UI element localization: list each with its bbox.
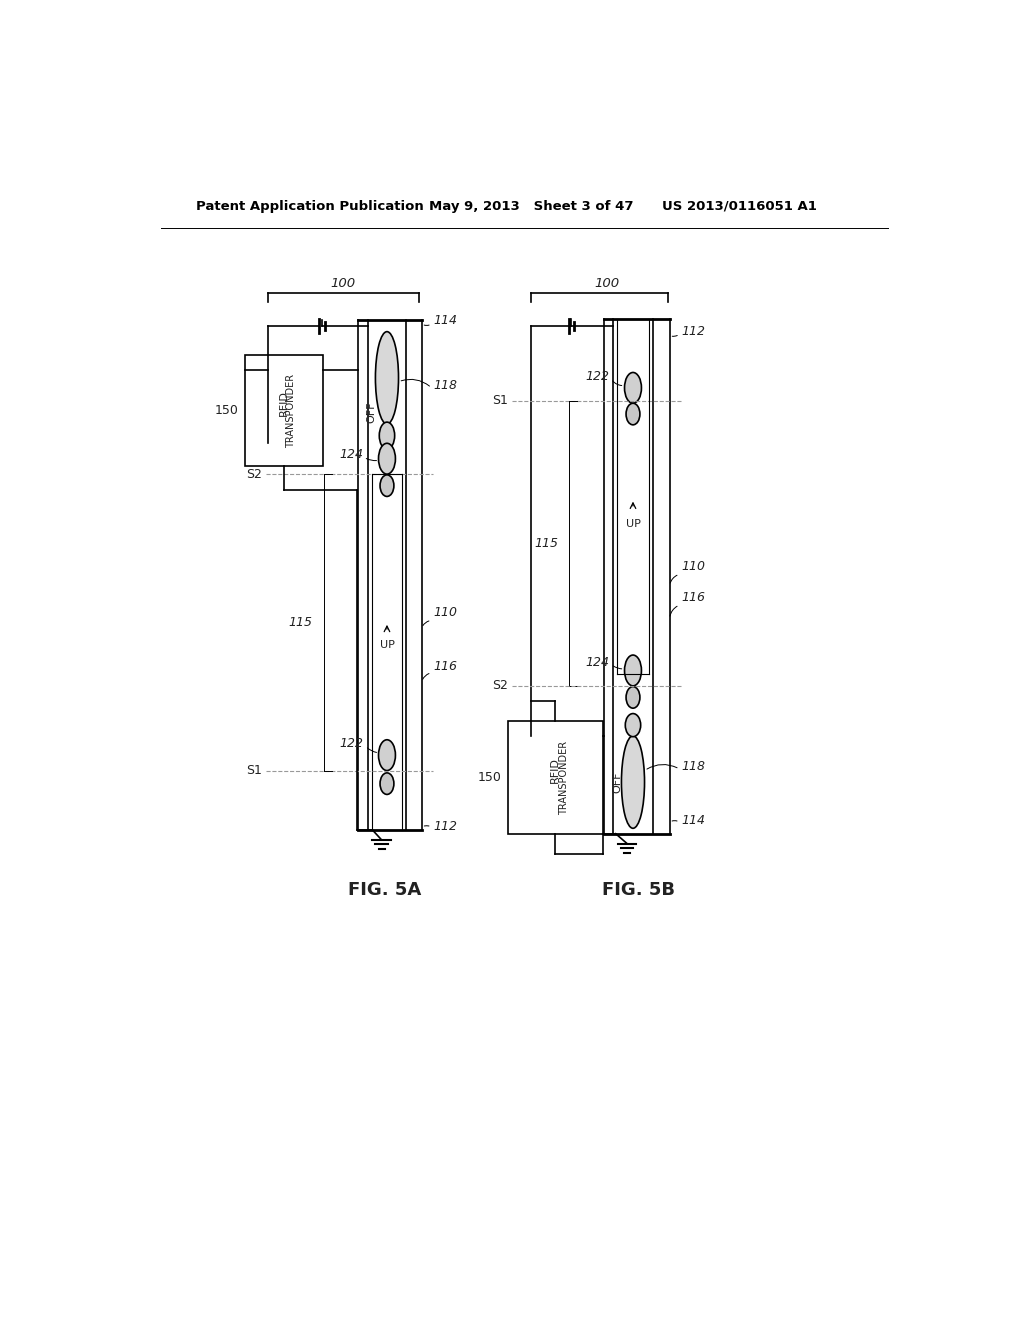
- Text: 150: 150: [478, 771, 502, 784]
- Ellipse shape: [380, 475, 394, 496]
- Ellipse shape: [379, 444, 395, 474]
- Ellipse shape: [376, 331, 398, 424]
- Ellipse shape: [379, 739, 395, 771]
- Text: TRANSPONDER: TRANSPONDER: [559, 741, 568, 814]
- Bar: [508, 721, 602, 834]
- Text: TRANSPONDER: TRANSPONDER: [287, 374, 297, 447]
- Text: S1: S1: [492, 395, 508, 408]
- Text: 112: 112: [433, 820, 457, 833]
- Ellipse shape: [626, 714, 641, 737]
- Text: 124: 124: [586, 656, 609, 669]
- Text: OFF: OFF: [367, 401, 377, 424]
- Ellipse shape: [626, 404, 640, 425]
- Ellipse shape: [625, 372, 641, 404]
- Text: Patent Application Publication: Patent Application Publication: [196, 199, 424, 213]
- Text: S2: S2: [247, 467, 262, 480]
- Text: 114: 114: [433, 314, 457, 326]
- Text: RFID: RFID: [279, 389, 289, 416]
- Text: 118: 118: [681, 760, 706, 774]
- Bar: [245, 355, 323, 466]
- Text: 116: 116: [681, 591, 706, 603]
- Ellipse shape: [626, 686, 640, 708]
- Text: 116: 116: [433, 660, 457, 673]
- Text: UP: UP: [380, 640, 394, 649]
- Ellipse shape: [622, 737, 644, 829]
- Text: UP: UP: [626, 519, 640, 529]
- Text: 124: 124: [340, 449, 364, 462]
- Text: 122: 122: [586, 370, 609, 383]
- Text: US 2013/0116051 A1: US 2013/0116051 A1: [662, 199, 817, 213]
- Ellipse shape: [625, 655, 641, 686]
- Text: FIG. 5B: FIG. 5B: [602, 880, 675, 899]
- Text: 100: 100: [595, 277, 620, 290]
- Ellipse shape: [380, 774, 394, 795]
- Text: 110: 110: [681, 560, 706, 573]
- Text: S1: S1: [247, 764, 262, 777]
- Text: OFF: OFF: [612, 771, 623, 793]
- Text: 110: 110: [433, 606, 457, 619]
- Text: 112: 112: [681, 325, 706, 338]
- Text: 118: 118: [433, 379, 457, 392]
- Text: 115: 115: [289, 616, 312, 628]
- Text: 114: 114: [681, 814, 706, 828]
- Text: S2: S2: [492, 680, 508, 693]
- Text: FIG. 5A: FIG. 5A: [348, 880, 421, 899]
- Ellipse shape: [379, 422, 394, 449]
- Text: 122: 122: [340, 737, 364, 750]
- Text: RFID: RFID: [550, 756, 560, 783]
- Text: 115: 115: [534, 537, 558, 550]
- Text: May 9, 2013   Sheet 3 of 47: May 9, 2013 Sheet 3 of 47: [429, 199, 634, 213]
- Text: 100: 100: [331, 277, 355, 290]
- Text: 150: 150: [214, 404, 239, 417]
